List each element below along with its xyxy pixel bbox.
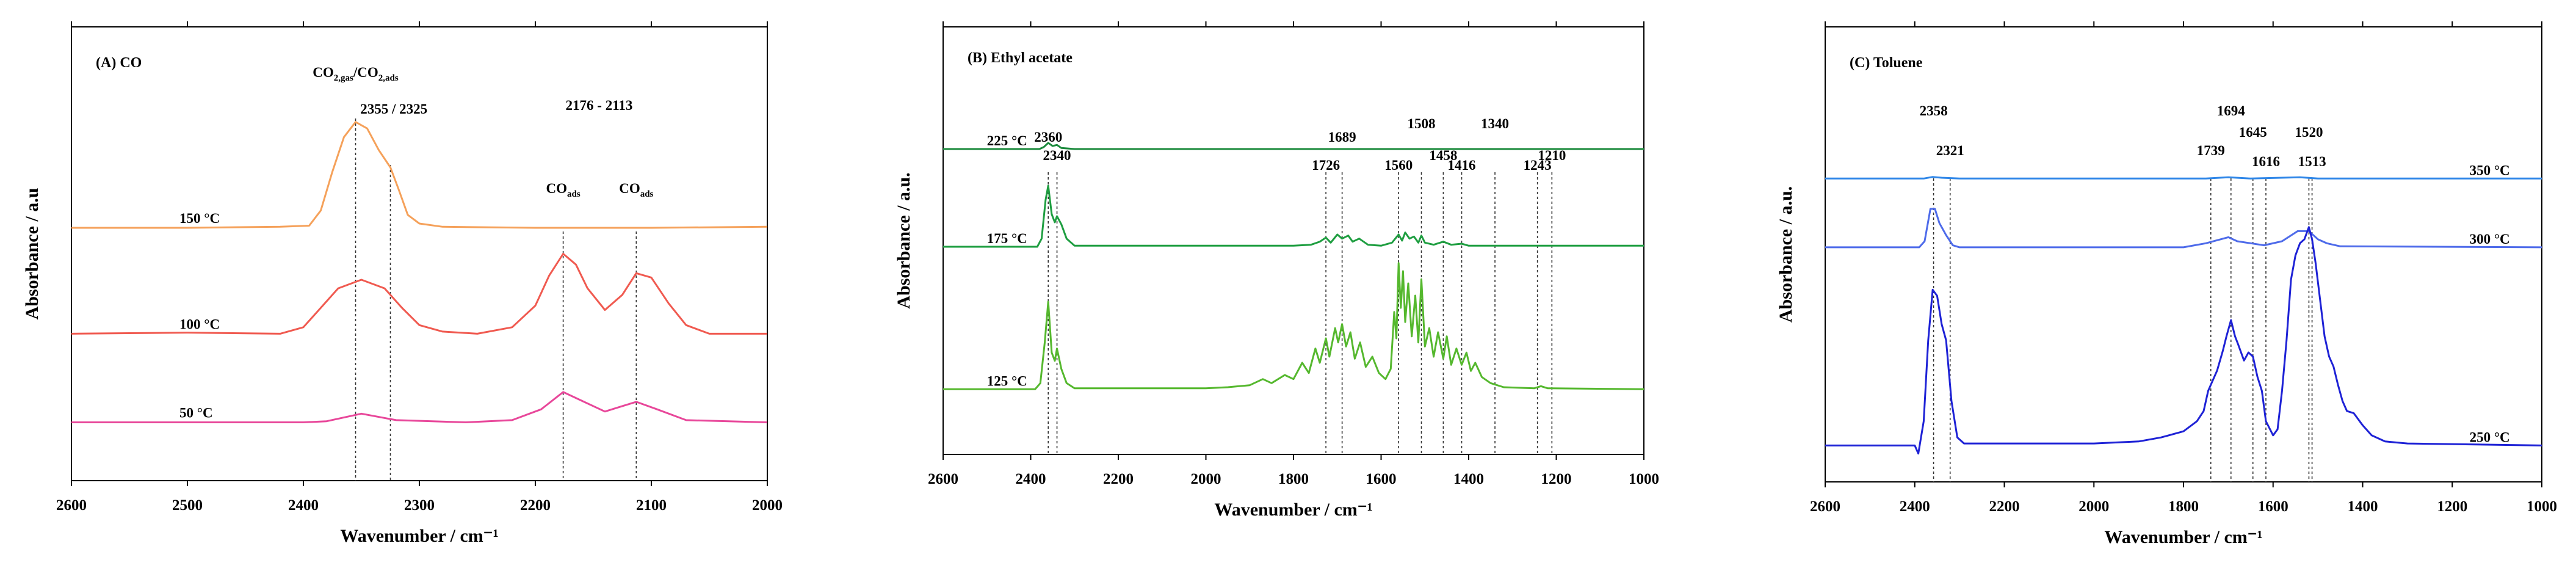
panel-a-series-label-50-c: 50 °C [179, 405, 213, 420]
panel-c-xtick-label-2400: 2400 [1900, 498, 1930, 515]
panel-b-xtick-label-2000: 2000 [1191, 471, 1221, 487]
panel-b-annotation-4: 1508 [1408, 116, 1436, 131]
panel-a-frame [71, 26, 768, 481]
panel-a-annotation-2: 2176 - 2113 [566, 98, 633, 113]
panel-b: 2600 2400 2200 2000 1800 1600 1400 1200 1000 Wave… [894, 21, 1659, 520]
panel-a-xtick-label-2400: 2400 [288, 497, 319, 514]
panel-c-annotation-6: 1520 [2295, 125, 2323, 140]
panel-a-annotation-3: COads [546, 181, 581, 199]
panel-c-xtick-label-1600: 1600 [2258, 498, 2288, 515]
panel-c-series-250-c [1825, 226, 2542, 455]
panel-b-xtick-label-2400: 2400 [1016, 471, 1046, 487]
panel-b-annotation-5: 1458 [1429, 148, 1457, 163]
panel-c-xtick-label-2000: 2000 [2079, 498, 2109, 515]
panel-b-annotation-9: 1210 [1538, 148, 1566, 163]
panel-b-annotation-2: 1689 [1328, 129, 1356, 145]
panel-a-annotation-1: 2355 / 2325 [360, 101, 427, 117]
panel-b-series-125-c [943, 262, 1644, 390]
panel-b-annotation-0: 2360 [1034, 129, 1062, 145]
panel-b-series-label-225-c: 225 °C [987, 133, 1027, 148]
panel-c-annotation-5: 1616 [2252, 154, 2280, 169]
panel-a-annotation-0: CO2,gas/CO2,ads [313, 65, 399, 83]
panel-c-xtick-label-1200: 1200 [2437, 498, 2467, 515]
panel-b-xtick-label-2600: 2600 [928, 471, 958, 487]
panel-b-xtick-label-1800: 1800 [1278, 471, 1309, 487]
panel-b-series-225-c [943, 142, 1644, 150]
panel-c-series-label-300-c: 300 °C [2470, 231, 2510, 247]
panel-b-series-label-175-c: 175 °C [987, 231, 1027, 246]
panel-c-xtick-label-2600: 2600 [1810, 498, 1840, 515]
panel-c-annotation-7: 1513 [2298, 154, 2326, 169]
panel-c-annotation-2: 1694 [2217, 103, 2246, 118]
panel-a-xtick-label-2600: 2600 [56, 497, 87, 514]
panel-b-series-175-c [943, 184, 1644, 248]
panel-c-xtick-label-1800: 1800 [2168, 498, 2199, 515]
panel-b-series-label-125-c: 125 °C [987, 373, 1027, 388]
panel-a-annotation-4: COads [619, 181, 653, 199]
panel-c-xtick-label-1000: 1000 [2527, 498, 2557, 515]
panel-b-annotation-10: 1243 [1524, 158, 1552, 173]
panel-b-xtick-label-1600: 1600 [1366, 471, 1397, 487]
panel-c-annotation-0: 2358 [1920, 103, 1948, 118]
panel-b-xtick-label-2200: 2200 [1103, 471, 1134, 487]
panel-b-xlabel: Wavenumber / cm⁻¹ [1214, 500, 1372, 520]
panel-b-xtick-label-1200: 1200 [1541, 471, 1572, 487]
panel-c-xlabel: Wavenumber / cm⁻¹ [2104, 527, 2262, 547]
panel-c-xtick-label-2200: 2200 [1989, 498, 2020, 515]
panel-a: 2600 2500 2400 2300 2200 2100 2000 Wavenumber /… [22, 21, 783, 546]
panel-b-annotation-1: 2340 [1043, 148, 1071, 163]
panel-a-series-label-150-c: 150 °C [179, 211, 220, 226]
panel-c-xtick-label-1400: 1400 [2348, 498, 2378, 515]
panel-c-annotation-4: 1739 [2197, 143, 2225, 158]
panel-c-series-300-c [1825, 208, 2542, 249]
panel-c-series-label-350-c: 350 °C [2470, 162, 2510, 178]
panel-b-annotation-6: 1560 [1384, 158, 1413, 173]
panel-c-annotation-3: 1645 [2239, 125, 2267, 140]
panel-b-xtick-label-1000: 1000 [1629, 471, 1659, 487]
panel-a-series-50-c [71, 391, 768, 423]
panel-a-xtick-label-2200: 2200 [520, 497, 551, 514]
panel-a-xtick-label-2500: 2500 [172, 497, 203, 514]
panel-c-series-350-c [1825, 176, 2542, 180]
panel-c-annotation-1: 2321 [1936, 143, 1964, 158]
panel-a-xlabel: Wavenumber / cm⁻¹ [340, 526, 498, 546]
panel-c-frame [1825, 26, 2542, 482]
panel-c-series-label-250-c: 250 °C [2470, 429, 2510, 445]
panel-b-title: (B) Ethyl acetate [968, 50, 1073, 66]
panel-b-ylabel: Absorbance / a.u. [894, 172, 914, 308]
panel-c: 2600 2400 2200 2000 1800 1600 1400 1200 1000 Wave… [1776, 21, 2557, 547]
panel-a-series-100-c [71, 253, 767, 335]
panel-b-xtick-label-1400: 1400 [1453, 471, 1484, 487]
panel-a-series-150-c [71, 121, 768, 229]
panel-a-ylabel: Absorbance / a.u [22, 188, 42, 320]
panel-a-title: (A) CO [96, 55, 142, 71]
panel-b-annotation-8: 1340 [1481, 116, 1509, 131]
panel-c-title: (C) Toluene [1850, 55, 1923, 71]
panel-a-xtick-label-2000: 2000 [752, 497, 783, 514]
panel-c-ylabel: Absorbance / a.u. [1776, 186, 1796, 322]
panel-b-annotation-3: 1726 [1312, 158, 1340, 173]
panel-a-series-label-100-c: 100 °C [179, 316, 220, 332]
panel-b-annotation-7: 1416 [1448, 158, 1476, 173]
panel-a-xtick-label-2100: 2100 [636, 497, 667, 514]
panel-a-xtick-label-2300: 2300 [404, 497, 435, 514]
